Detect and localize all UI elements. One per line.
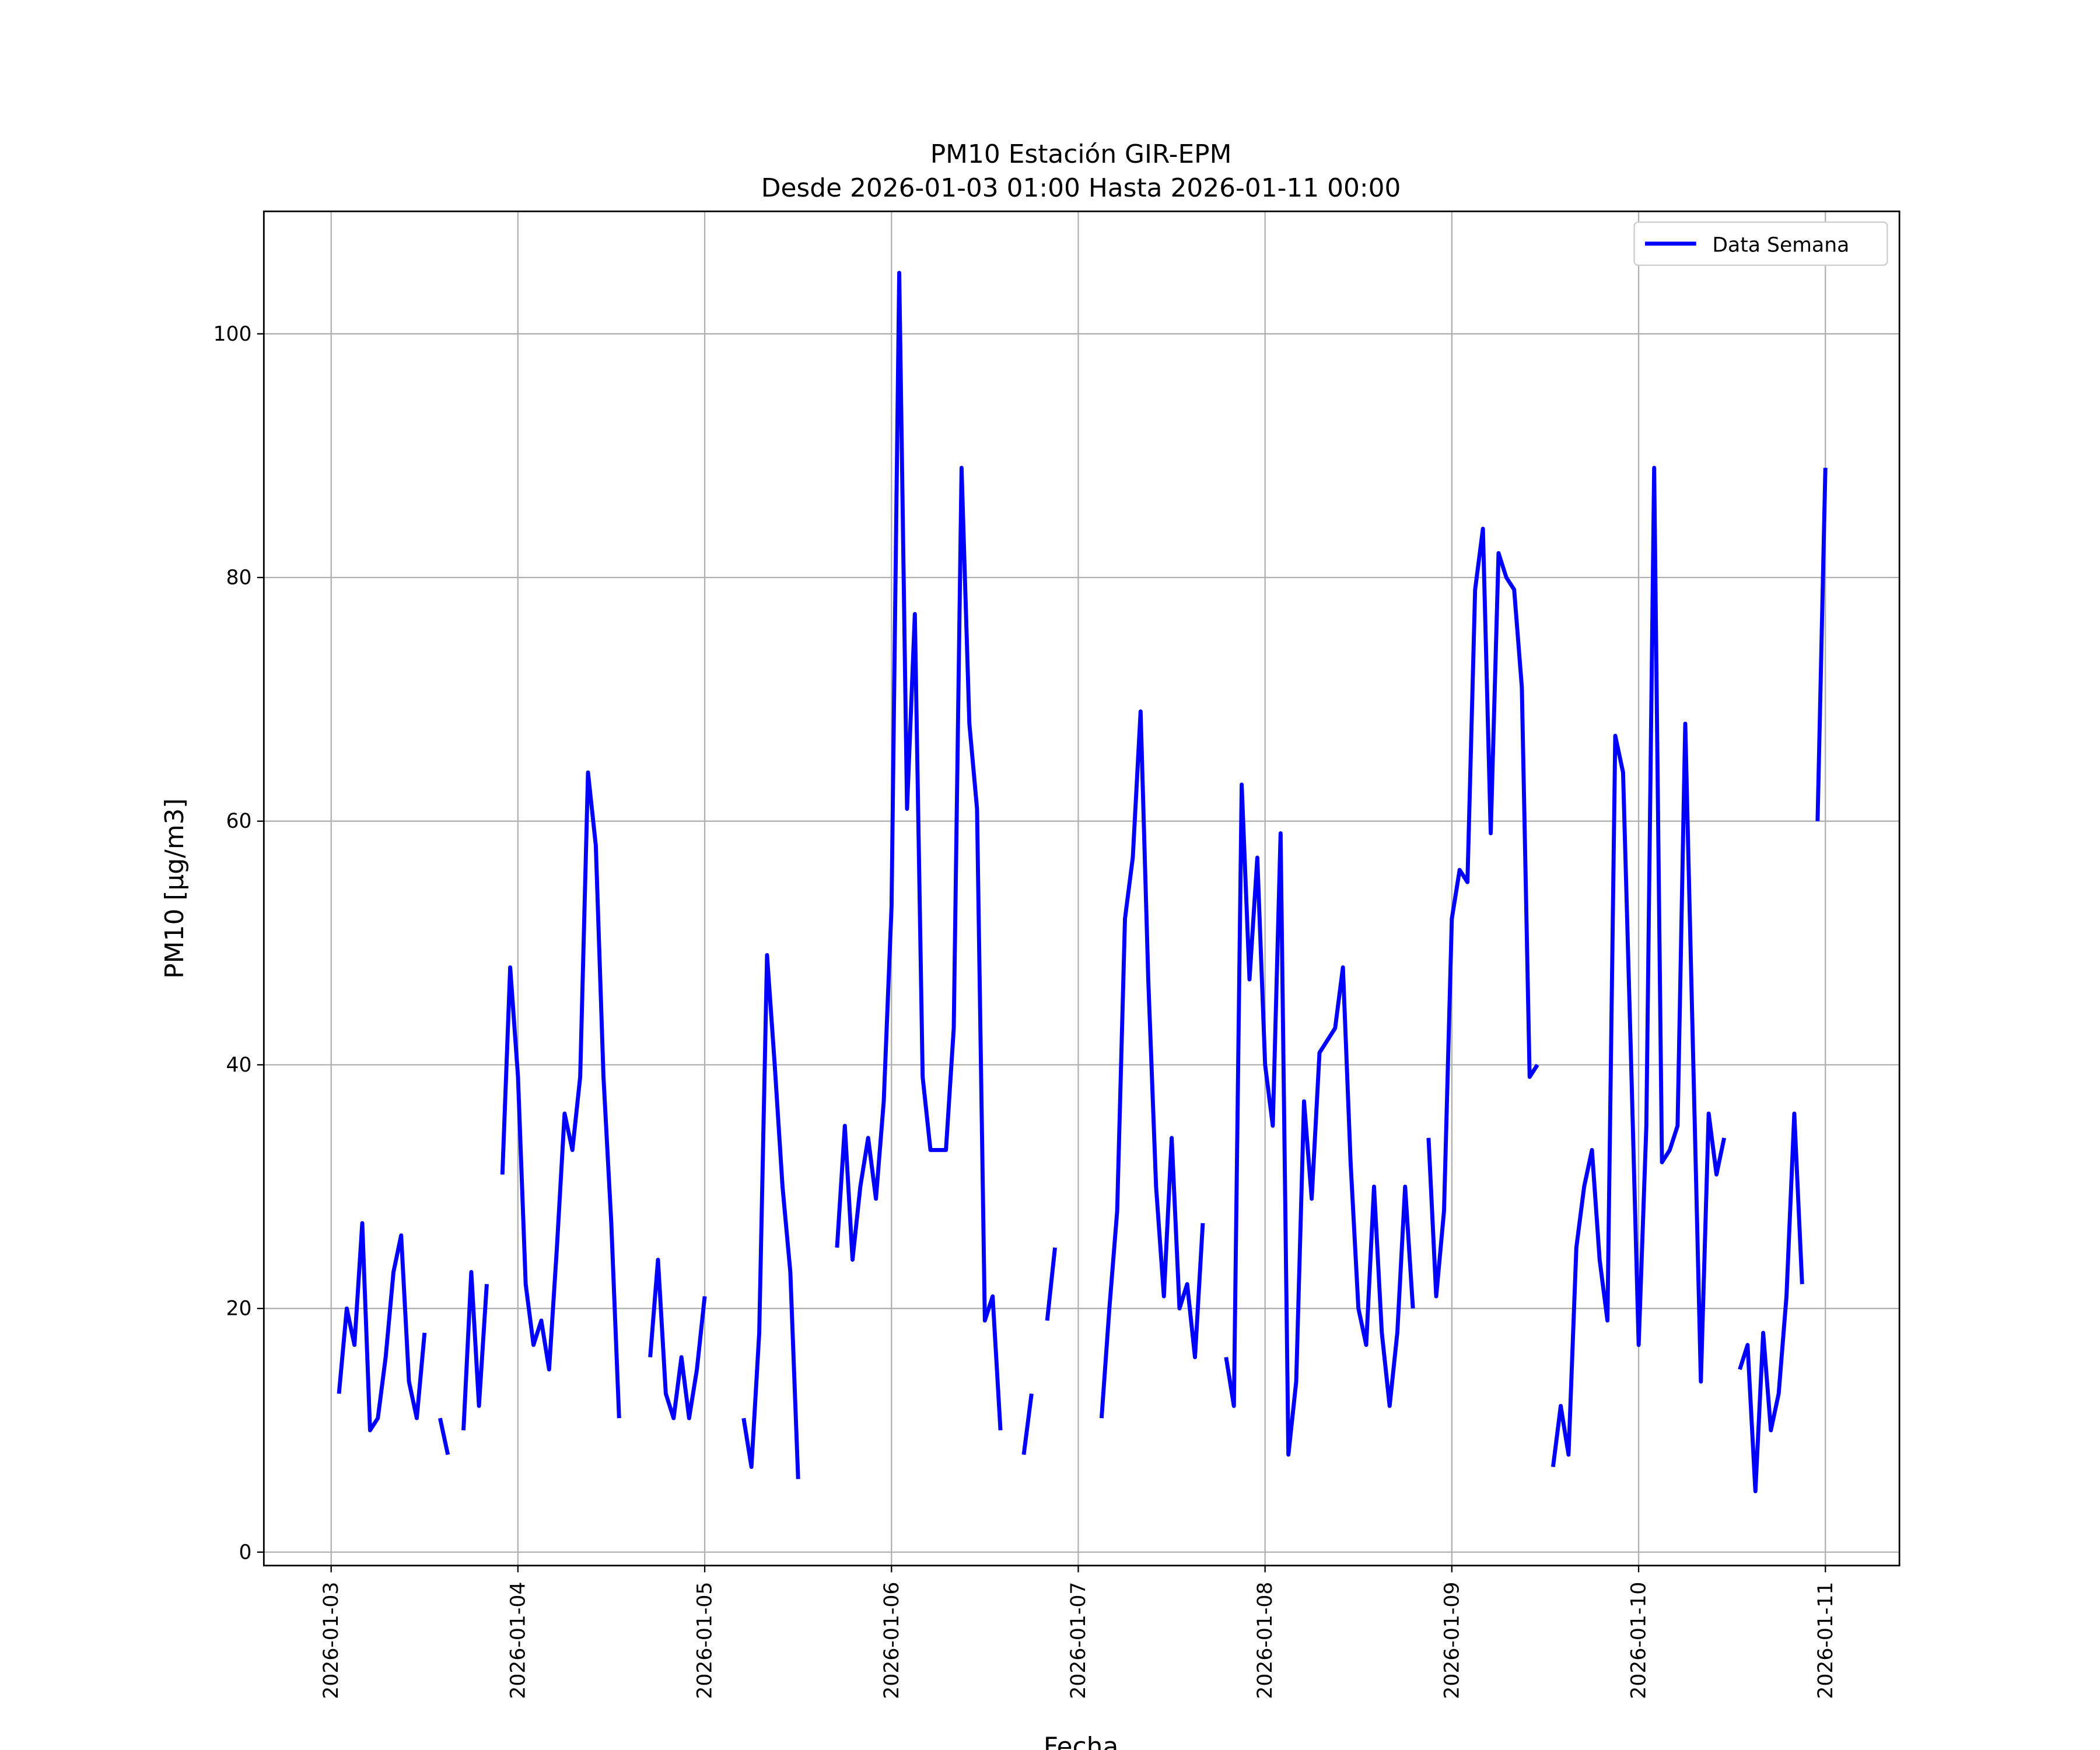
legend-label: Data Semana: [1712, 234, 1849, 257]
series-segment: [1099, 709, 1205, 1419]
legend: Data Semana: [1633, 221, 1888, 266]
y-axis-ticks: 0 20 40 60 80 100: [213, 323, 264, 1564]
y-tick-label: 100: [213, 323, 251, 346]
series-segment: [741, 953, 800, 1479]
x-tick-label: 2026-01-08: [1254, 1582, 1277, 1699]
x-tick-label: 2026-01-05: [694, 1582, 717, 1699]
y-tick-label: 40: [226, 1054, 251, 1077]
chart-subtitle: Desde 2026-01-03 01:00 Hasta 2026-01-11 …: [761, 173, 1401, 203]
series-segment: [1045, 1247, 1057, 1321]
x-tick-label: 2026-01-04: [506, 1582, 530, 1699]
series-segment: [1021, 1393, 1034, 1455]
x-tick-label: 2026-01-06: [880, 1582, 904, 1699]
series-data-semana: [337, 271, 1828, 1493]
series-segment: [1550, 466, 1727, 1468]
series-segment: [1426, 526, 1539, 1298]
gridlines: [264, 211, 1900, 1566]
x-tick-label: 2026-01-09: [1440, 1582, 1464, 1699]
series-segment: [648, 1258, 707, 1420]
chart-title: PM10 Estación GIR-EPM: [930, 139, 1232, 169]
series-segment: [337, 1221, 427, 1433]
x-tick-label: 2026-01-07: [1067, 1582, 1090, 1699]
x-tick-label: 2026-01-03: [320, 1582, 343, 1699]
x-axis-ticks: 2026-01-03 2026-01-04 2026-01-05 2026-01-06…: [320, 1565, 1838, 1699]
series-segment: [461, 1270, 489, 1431]
x-axis-label: Fecha: [1044, 1732, 1119, 1750]
series-segment: [1738, 1111, 1804, 1493]
y-tick-label: 60: [226, 810, 251, 833]
series-segment: [500, 770, 621, 1419]
y-tick-label: 20: [226, 1297, 251, 1321]
series-segment: [438, 1418, 450, 1455]
series-segment: [835, 271, 1003, 1431]
series-segment: [1224, 782, 1415, 1457]
x-tick-label: 2026-01-11: [1814, 1582, 1838, 1699]
series-segment: [1815, 467, 1828, 821]
legend-box: [1633, 221, 1888, 266]
y-tick-label: 0: [239, 1541, 252, 1564]
x-tick-label: 2026-01-10: [1628, 1582, 1651, 1699]
plot-frame: [262, 210, 1901, 1567]
y-tick-label: 80: [226, 566, 251, 590]
y-axis-label: PM10 [μg/m3]: [160, 798, 190, 978]
